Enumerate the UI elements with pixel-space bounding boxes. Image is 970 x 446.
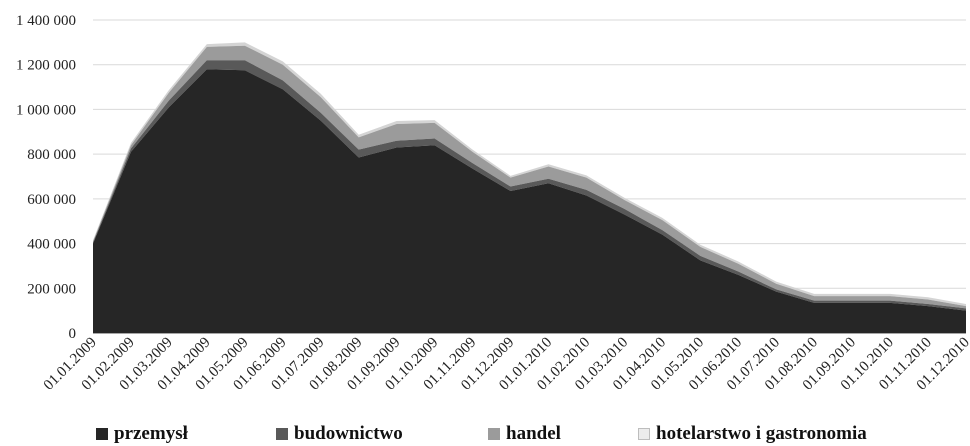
y-tick-label: 600 000 xyxy=(27,192,76,208)
y-tick-label: 800 000 xyxy=(27,147,76,163)
legend-swatch-hotelarstwo xyxy=(638,428,650,440)
legend-item-handel: handel xyxy=(488,424,561,444)
legend-swatch-przemysl xyxy=(96,428,108,440)
x-axis-ticks: 01.01.200901.02.200901.03.200901.04.2009… xyxy=(41,335,970,394)
y-tick-label: 400 000 xyxy=(27,237,76,253)
y-tick-label: 1 000 000 xyxy=(16,102,76,118)
legend-item-budownictwo: budownictwo xyxy=(276,424,403,444)
legend: przemysł budownictwo handel hotelarstwo … xyxy=(96,424,966,446)
legend-swatch-budownictwo xyxy=(276,428,288,440)
y-tick-label: 0 xyxy=(69,326,77,342)
y-axis-ticks: 0 200 000 400 000 600 000 800 000 1 000 000 1 … xyxy=(16,13,76,342)
area-przemysl xyxy=(93,69,966,333)
legend-label-handel: handel xyxy=(506,423,561,444)
area-handel xyxy=(93,45,966,309)
y-tick-label: 200 000 xyxy=(27,281,76,297)
legend-label-przemysl: przemysł xyxy=(114,423,188,444)
y-tick-label: 1 200 000 xyxy=(16,58,76,74)
y-tick-label: 1 400 000 xyxy=(16,13,76,29)
legend-item-hotelarstwo: hotelarstwo i gastronomia xyxy=(638,424,867,444)
legend-label-budownictwo: budownictwo xyxy=(294,423,403,444)
stacked-areas xyxy=(93,42,966,333)
legend-item-przemysl: przemysł xyxy=(96,424,188,444)
legend-swatch-handel xyxy=(488,428,500,440)
legend-label-hotelarstwo: hotelarstwo i gastronomia xyxy=(656,423,867,444)
area-budownictwo xyxy=(93,60,966,311)
